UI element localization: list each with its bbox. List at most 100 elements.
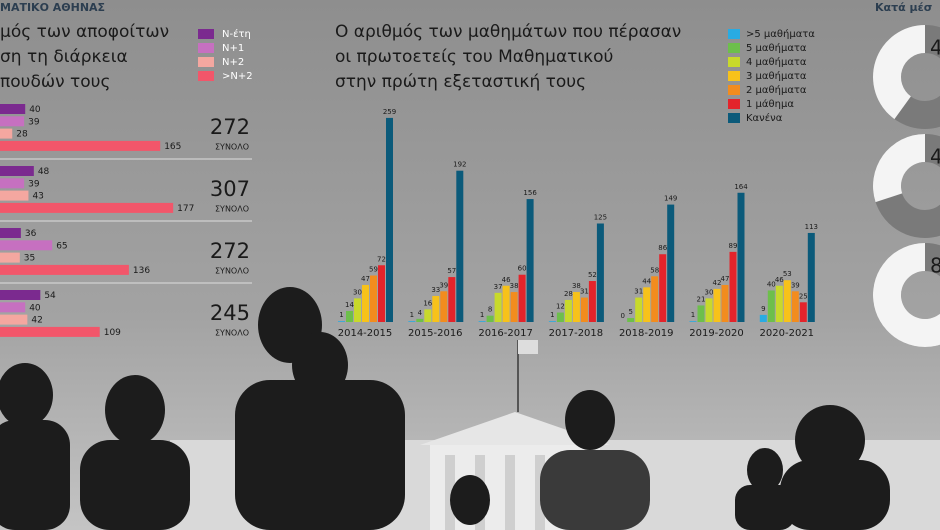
total-label: ΣΥΝΟΛΟ bbox=[215, 143, 249, 152]
donut-segment bbox=[873, 243, 940, 347]
legend-swatch bbox=[728, 113, 740, 123]
bar bbox=[416, 318, 424, 322]
value-label: 149 bbox=[664, 195, 677, 203]
value-label: 39 bbox=[439, 281, 448, 289]
bar bbox=[0, 326, 100, 337]
value-label: 40 bbox=[29, 105, 41, 115]
value-label: 25 bbox=[799, 292, 808, 300]
total-value: 272 bbox=[210, 115, 250, 139]
bar bbox=[588, 281, 596, 322]
bar bbox=[548, 321, 556, 322]
legend-swatch bbox=[728, 43, 740, 53]
value-label: 14 bbox=[345, 301, 354, 309]
bar bbox=[791, 291, 799, 322]
value-label: 86 bbox=[658, 244, 667, 252]
value-label: 44 bbox=[642, 277, 651, 285]
legend-swatch bbox=[198, 57, 214, 67]
bar bbox=[424, 309, 432, 322]
bar bbox=[346, 310, 353, 322]
x-tick-label: 2020-2021 bbox=[760, 328, 815, 339]
legend-swatch bbox=[728, 99, 740, 109]
bar bbox=[502, 285, 510, 322]
bar bbox=[767, 290, 775, 322]
bar bbox=[478, 321, 486, 322]
value-label: 72 bbox=[377, 255, 386, 263]
x-tick-label: 2019-2020 bbox=[689, 328, 744, 339]
bar bbox=[775, 285, 783, 322]
bar bbox=[0, 190, 29, 201]
bar bbox=[0, 240, 53, 251]
total-label: ΣΥΝΟΛΟ bbox=[215, 329, 249, 338]
x-tick-label: 2015-2016 bbox=[408, 328, 463, 339]
value-label: 89 bbox=[729, 242, 738, 250]
value-label: 21 bbox=[697, 295, 706, 303]
bar bbox=[0, 314, 28, 325]
legend-swatch bbox=[728, 71, 740, 81]
bar bbox=[448, 277, 456, 322]
value-label: 192 bbox=[453, 161, 466, 169]
bar bbox=[564, 299, 572, 322]
chart-title: μός των αποφοίτων bbox=[0, 22, 169, 42]
annotation: 4 bbox=[930, 36, 940, 60]
value-label: 16 bbox=[423, 299, 432, 307]
legend-label: N-έτη bbox=[222, 28, 251, 40]
bar bbox=[0, 178, 25, 189]
bar bbox=[783, 280, 791, 322]
total-label: ΣΥΝΟΛΟ bbox=[215, 267, 249, 276]
bar bbox=[580, 297, 588, 322]
bar bbox=[440, 291, 448, 322]
value-label: 9 bbox=[761, 305, 765, 313]
annotation: 4 bbox=[930, 145, 940, 169]
value-label: 57 bbox=[447, 267, 456, 275]
bar bbox=[0, 116, 25, 127]
value-label: 47 bbox=[361, 275, 370, 283]
value-label: 177 bbox=[177, 204, 194, 214]
bar bbox=[643, 287, 651, 322]
bar bbox=[759, 314, 767, 322]
bar bbox=[0, 104, 26, 114]
bar bbox=[705, 298, 713, 322]
value-label: 46 bbox=[502, 276, 511, 284]
x-tick-label: 2018-2019 bbox=[619, 328, 674, 339]
value-label: 43 bbox=[32, 192, 43, 202]
total-value: 307 bbox=[210, 177, 250, 201]
value-label: 12 bbox=[556, 303, 565, 311]
total-value: 272 bbox=[210, 239, 250, 263]
legend-label: 2 μαθήματα bbox=[746, 84, 807, 96]
legend-swatch bbox=[728, 29, 740, 39]
bar bbox=[0, 128, 13, 139]
value-label: 1 bbox=[550, 311, 554, 319]
bar bbox=[697, 305, 705, 322]
value-label: 0 bbox=[620, 312, 624, 320]
legend-label: >N+2 bbox=[222, 71, 253, 82]
value-label: 39 bbox=[28, 179, 40, 189]
value-label: 1 bbox=[339, 311, 343, 319]
bar bbox=[635, 297, 643, 322]
bar bbox=[729, 251, 737, 322]
bar bbox=[737, 192, 745, 322]
legend-label: Κανένα bbox=[746, 112, 783, 124]
bar bbox=[510, 292, 518, 322]
legend-label: 3 μαθήματα bbox=[746, 70, 807, 82]
value-label: 113 bbox=[805, 223, 818, 231]
chart-title: πουδών τους bbox=[0, 72, 110, 92]
total-label: ΣΥΝΟΛΟ bbox=[215, 205, 249, 214]
chart-title: ση τη διάρκεια bbox=[0, 47, 128, 67]
bar bbox=[596, 223, 604, 322]
bar bbox=[689, 321, 697, 322]
value-label: 30 bbox=[353, 288, 362, 296]
chart-title: Κατά μέσ bbox=[875, 1, 932, 14]
value-label: 58 bbox=[650, 266, 659, 274]
legend-label: 4 μαθήματα bbox=[746, 56, 807, 68]
bar bbox=[386, 117, 393, 323]
bar bbox=[486, 315, 494, 322]
bar bbox=[456, 170, 464, 322]
value-label: 59 bbox=[369, 266, 378, 274]
bar bbox=[0, 166, 34, 176]
legend-swatch bbox=[198, 29, 214, 39]
value-label: 109 bbox=[104, 328, 121, 338]
bar bbox=[518, 274, 526, 322]
bar bbox=[799, 302, 807, 322]
x-tick-label: 2017-2018 bbox=[549, 328, 604, 339]
value-label: 38 bbox=[572, 282, 581, 290]
